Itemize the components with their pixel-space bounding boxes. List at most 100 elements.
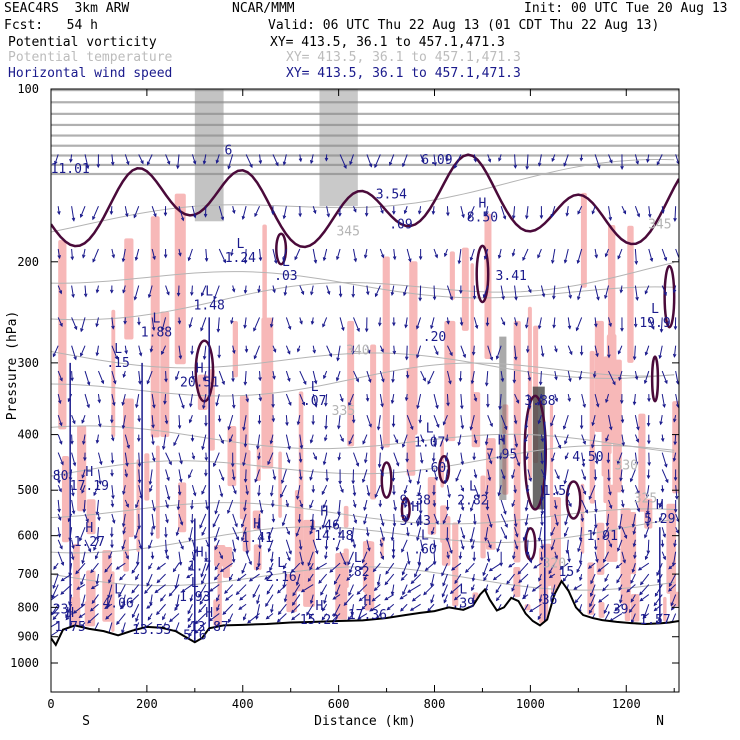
wind-arrow	[134, 285, 140, 300]
wind-arrow	[229, 573, 234, 581]
wind-arrowhead	[643, 380, 648, 385]
wind-arrow	[551, 248, 556, 263]
wind-arrow	[473, 393, 477, 401]
wind-arrow	[594, 248, 598, 258]
wind-arrow	[567, 345, 573, 355]
wind-arrow	[323, 452, 328, 465]
wind-arrowhead	[288, 550, 292, 555]
wind-arrow	[577, 205, 583, 214]
wind-arrow	[111, 452, 114, 464]
wind-arrowhead	[109, 289, 114, 294]
wind-arrowhead	[135, 404, 139, 409]
wind-arrow	[567, 393, 571, 402]
wind-arrowhead	[129, 599, 134, 604]
wind-arrow	[336, 539, 341, 551]
wind-arrow	[588, 484, 596, 500]
wind-arrowhead	[205, 506, 209, 511]
wind-arrowhead	[381, 537, 386, 542]
wind-arrow	[384, 573, 395, 585]
org-label: NCAR/MMM	[232, 1, 295, 16]
pv-contour-loop	[475, 244, 490, 304]
wind-arrowhead	[315, 566, 320, 570]
wind-arrowhead	[81, 254, 86, 259]
wind-arrow	[498, 154, 502, 161]
wind-arrow	[473, 317, 478, 329]
wind-arrowhead	[404, 504, 408, 509]
wind-arrow	[244, 285, 247, 293]
wind-arrow	[633, 527, 636, 535]
extremum-value: .03	[274, 269, 297, 284]
pv-shading-streak	[123, 398, 134, 538]
wind-arrow	[146, 370, 153, 384]
wind-arrowhead	[540, 460, 544, 465]
wind-arrowhead	[95, 439, 100, 444]
wind-arrowhead	[287, 377, 291, 383]
wind-arrowhead	[51, 611, 55, 616]
wind-arrowhead	[231, 558, 236, 564]
wind-arrow	[135, 499, 140, 508]
wind-arrowhead	[230, 252, 234, 257]
wind-arrow	[366, 414, 372, 427]
extremum-value: 1.7	[188, 559, 211, 574]
wind-arrowhead	[385, 570, 389, 575]
wind-arrow	[406, 345, 408, 360]
wind-arrow	[594, 499, 597, 512]
wind-arrow	[57, 499, 60, 512]
wind-arrowhead	[212, 523, 216, 528]
wind-arrowhead	[559, 566, 564, 570]
pv-shading-streak	[232, 320, 238, 378]
wind-arrow	[594, 452, 598, 464]
wind-arrowhead	[461, 535, 466, 540]
wind-arrowhead	[138, 380, 142, 385]
wind-arrowhead	[653, 607, 658, 612]
wind-arrow	[165, 513, 169, 523]
wind-arrow	[122, 248, 126, 262]
wind-arrow	[93, 484, 99, 496]
wind-arrowhead	[654, 592, 659, 597]
wind-arrowhead	[340, 438, 344, 443]
wind-arrowhead	[177, 425, 182, 430]
wind-arrow	[406, 414, 414, 430]
wind-arrow	[137, 551, 140, 565]
wind-arrow	[500, 526, 507, 539]
wind-arrow	[214, 527, 220, 541]
wind-arrow	[96, 527, 99, 540]
wind-arrow	[524, 434, 529, 443]
wind-arrow	[675, 393, 679, 407]
wind-arrowhead	[283, 598, 288, 603]
wind-arrowhead	[403, 292, 407, 297]
wind-arrowhead	[675, 529, 679, 534]
wind-arrow	[433, 248, 438, 258]
wind-arrowhead	[673, 509, 678, 514]
pv-shading-streak	[620, 508, 631, 604]
wind-arrowhead	[421, 159, 425, 164]
wind-arrowhead	[496, 548, 500, 553]
wind-arrowhead	[343, 602, 348, 606]
stratosphere-band	[51, 89, 679, 92]
wind-arrow	[500, 513, 508, 528]
extremum-value: 1.48	[194, 298, 225, 313]
wind-arrow	[236, 584, 247, 595]
wind-arrowhead	[372, 568, 377, 573]
wind-arrow	[377, 415, 381, 430]
wind-arrowhead	[392, 350, 397, 355]
wind-arrow	[218, 206, 224, 220]
wind-arrowhead	[384, 596, 389, 601]
wind-arrowhead	[151, 441, 155, 446]
wind-arrow	[329, 562, 341, 573]
wind-arrow	[518, 573, 529, 583]
wind-arrowhead	[212, 463, 217, 468]
wind-arrow	[674, 434, 677, 445]
wind-arrow	[52, 573, 59, 589]
wind-arrow	[124, 469, 128, 477]
wind-arrow	[299, 370, 307, 385]
wind-arrowhead	[533, 565, 538, 569]
wind-arrowhead	[380, 472, 384, 477]
wind-arrow	[512, 248, 516, 256]
wind-arrowhead	[651, 325, 655, 330]
wind-arrow	[283, 206, 287, 219]
wind-arrowhead	[137, 479, 142, 484]
y-tick-label: 300	[17, 356, 39, 370]
wind-arrow	[675, 370, 679, 384]
wind-arrowhead	[221, 381, 225, 386]
